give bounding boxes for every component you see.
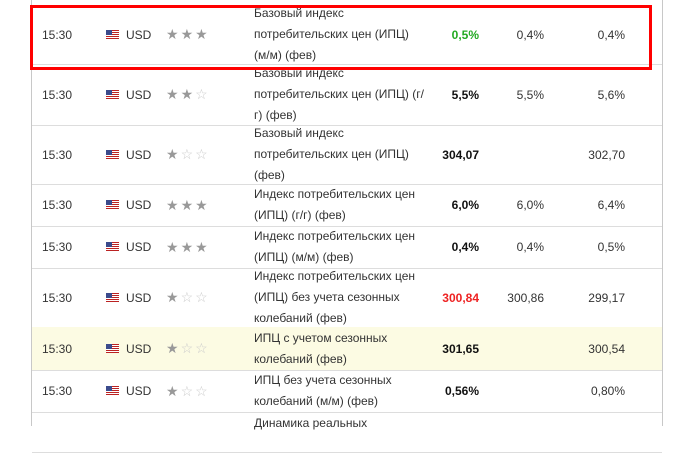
table-row[interactable]: 15:30 USD ★ ★ ★ Индекс потребительских цен … (32, 184, 662, 227)
previous-value: 0,5% (597, 240, 625, 254)
event-time: 15:30 (42, 27, 73, 42)
event-name[interactable]: Индекс потребительских цен (ИПЦ) (м/м) (… (254, 229, 416, 264)
importance-stars: ★ ☆ ☆ (166, 268, 210, 327)
table-row[interactable]: 15:30 USD ★ ☆ ☆ Базовый индекс потребительс… (32, 125, 662, 185)
star-filled-icon: ★ (166, 238, 181, 255)
event-name[interactable]: Индекс потребительских цен (ИПЦ) (г/г) (… (254, 187, 416, 222)
table-row[interactable]: 15:30 USD ★ ★ ★ Индекс потребительских цен … (32, 226, 662, 269)
event-time: 15:30 (42, 290, 73, 305)
previous-value: 299,17 (588, 290, 625, 305)
star-filled-icon: ★ (166, 146, 181, 162)
star-empty-icon: ☆ (195, 146, 210, 162)
star-empty-icon: ☆ (180, 146, 196, 162)
star-filled-icon: ★ (195, 196, 210, 213)
star-filled-icon: ★ (166, 196, 181, 213)
actual-value: 0,56% (444, 384, 479, 398)
event-time: 15:30 (42, 198, 73, 212)
event-name[interactable]: Базовый индекс потребительских цен (ИПЦ)… (254, 126, 409, 182)
currency: USD (126, 290, 152, 305)
actual-value: 5,5% (451, 87, 479, 102)
star-filled-icon: ★ (195, 26, 210, 42)
us-flag-icon (106, 242, 119, 251)
us-flag-icon (106, 343, 119, 353)
star-filled-icon: ★ (166, 340, 181, 356)
star-filled-icon: ★ (166, 86, 181, 102)
star-empty-icon: ☆ (195, 382, 210, 399)
previous-value: 300,54 (588, 341, 625, 356)
previous-value: 5,6% (597, 87, 625, 102)
star-filled-icon: ★ (166, 289, 181, 305)
event-time: 15:30 (42, 384, 73, 398)
us-flag-icon (106, 292, 119, 302)
actual-value: 304,07 (442, 147, 479, 162)
importance-stars: ★ ★ ☆ (166, 64, 210, 125)
forecast-value: 300,86 (507, 290, 544, 305)
actual-value: 301,65 (442, 341, 479, 356)
star-empty-icon: ☆ (180, 289, 196, 305)
previous-value: 0,4% (597, 27, 625, 42)
actual-value: 0,4% (451, 240, 479, 254)
us-flag-icon (106, 149, 119, 159)
forecast-value: 6,0% (516, 198, 544, 212)
currency: USD (126, 240, 152, 254)
importance-stars: ★ ☆ ☆ (166, 327, 210, 370)
us-flag-icon (106, 386, 119, 395)
us-flag-icon (106, 29, 119, 39)
event-time: 15:30 (42, 147, 73, 162)
star-filled-icon: ★ (166, 382, 181, 399)
event-time: 15:30 (42, 87, 73, 102)
forecast-value: 5,5% (516, 87, 544, 102)
table-row[interactable]: 15:30 USD ★ ☆ ☆ ИПЦ без учета сезонных коле… (32, 370, 662, 413)
table-row[interactable]: 15:30 USD ★ ★ ★ Базовый индекс потребительс… (32, 5, 662, 65)
importance-stars: ★ ☆ ☆ (166, 125, 210, 184)
star-empty-icon: ☆ (195, 86, 210, 102)
previous-value: 0,80% (590, 384, 625, 398)
currency: USD (126, 341, 152, 356)
actual-value: 6,0% (451, 198, 479, 212)
actual-value: 300,84 (442, 290, 479, 305)
importance-stars: ★ ☆ ☆ (166, 370, 210, 412)
table-row[interactable]: 15:30 USD ★ ☆ ☆ ИПЦ с учетом сезонных колеб… (32, 327, 662, 371)
currency: USD (126, 198, 152, 212)
table-row[interactable]: Динамика реальных (32, 412, 662, 453)
previous-value: 6,4% (597, 198, 625, 212)
table-row[interactable]: 15:30 USD ★ ★ ☆ Базовый индекс потребительс… (32, 64, 662, 126)
actual-value: 0,5% (451, 27, 479, 42)
star-empty-icon: ☆ (195, 340, 210, 356)
star-filled-icon: ★ (195, 238, 210, 255)
event-name[interactable]: Базовый индекс потребительских цен (ИПЦ)… (254, 66, 424, 122)
previous-value: 302,70 (588, 147, 625, 162)
event-name[interactable]: Индекс потребительских цен (ИПЦ) без уче… (254, 269, 416, 325)
star-empty-icon: ☆ (195, 289, 210, 305)
table-row[interactable]: 15:30 USD ★ ☆ ☆ Индекс потребительских цен … (32, 268, 662, 328)
star-filled-icon: ★ (166, 26, 181, 42)
event-time: 15:30 (42, 341, 73, 356)
currency: USD (126, 87, 152, 102)
currency: USD (126, 147, 152, 162)
us-flag-icon (106, 89, 119, 99)
star-filled-icon: ★ (180, 26, 196, 42)
star-filled-icon: ★ (180, 196, 196, 213)
currency: USD (126, 384, 152, 398)
currency: USD (126, 27, 152, 42)
importance-stars: ★ ★ ★ (166, 5, 210, 64)
event-name[interactable]: Динамика реальных (254, 416, 368, 430)
us-flag-icon (106, 200, 119, 209)
importance-stars: ★ ★ ★ (166, 226, 210, 268)
event-name[interactable]: ИПЦ без учета сезонных колебаний (м/м) (… (254, 373, 392, 408)
forecast-value: 0,4% (516, 27, 544, 42)
event-time: 15:30 (42, 240, 73, 254)
star-filled-icon: ★ (180, 86, 196, 102)
highlight-box (30, 5, 652, 70)
importance-stars: ★ ★ ★ (166, 184, 210, 226)
event-name[interactable]: Базовый индекс потребительских цен (ИПЦ)… (254, 6, 409, 62)
star-empty-icon: ☆ (180, 382, 196, 399)
star-filled-icon: ★ (180, 238, 196, 255)
star-empty-icon: ☆ (180, 340, 196, 356)
event-name[interactable]: ИПЦ с учетом сезонных колебаний (фев) (254, 330, 388, 366)
forecast-value: 0,4% (516, 240, 544, 254)
